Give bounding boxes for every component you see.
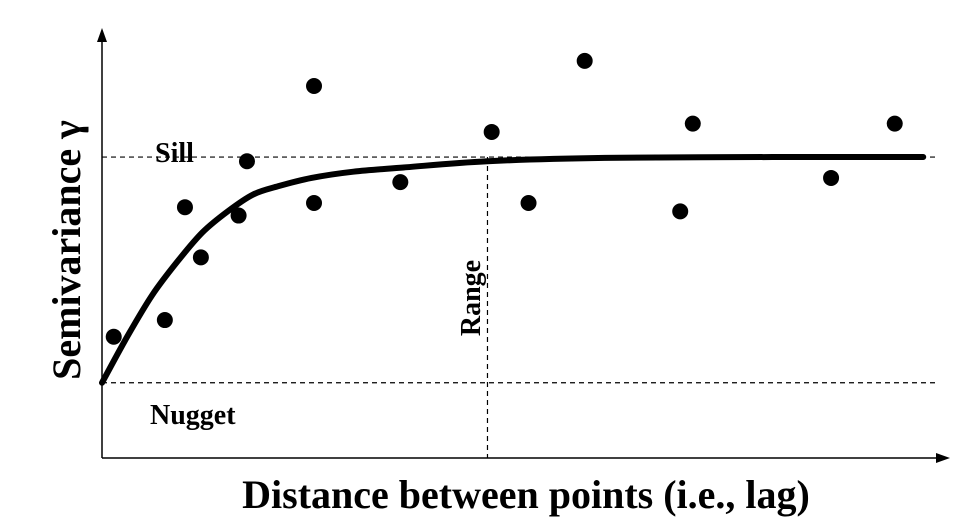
data-point <box>230 207 247 224</box>
data-point <box>176 199 193 216</box>
data-point <box>238 153 255 170</box>
data-point <box>520 195 537 212</box>
data-point <box>823 169 840 186</box>
data-point <box>156 312 173 329</box>
x-axis-title: Distance between points (i.e., lag) <box>242 472 810 517</box>
data-points-layer <box>105 52 903 345</box>
data-point <box>306 195 323 212</box>
data-point <box>886 115 903 132</box>
model-curve-layer <box>99 153 927 386</box>
y-axis-title: Semivariance γ <box>44 120 89 380</box>
data-point <box>392 174 409 191</box>
data-point <box>483 123 500 140</box>
range-label: Range <box>456 260 487 336</box>
nugget-label: Nugget <box>150 400 236 431</box>
x-axis-arrow <box>936 453 950 463</box>
data-point <box>672 203 689 220</box>
data-point <box>192 249 209 266</box>
data-point <box>306 77 323 94</box>
data-point <box>576 52 593 69</box>
semivariogram-model-curve <box>99 153 927 386</box>
data-point <box>105 328 122 345</box>
sill-label: Sill <box>155 138 194 169</box>
y-axis-arrow <box>97 28 107 42</box>
data-point <box>684 115 701 132</box>
